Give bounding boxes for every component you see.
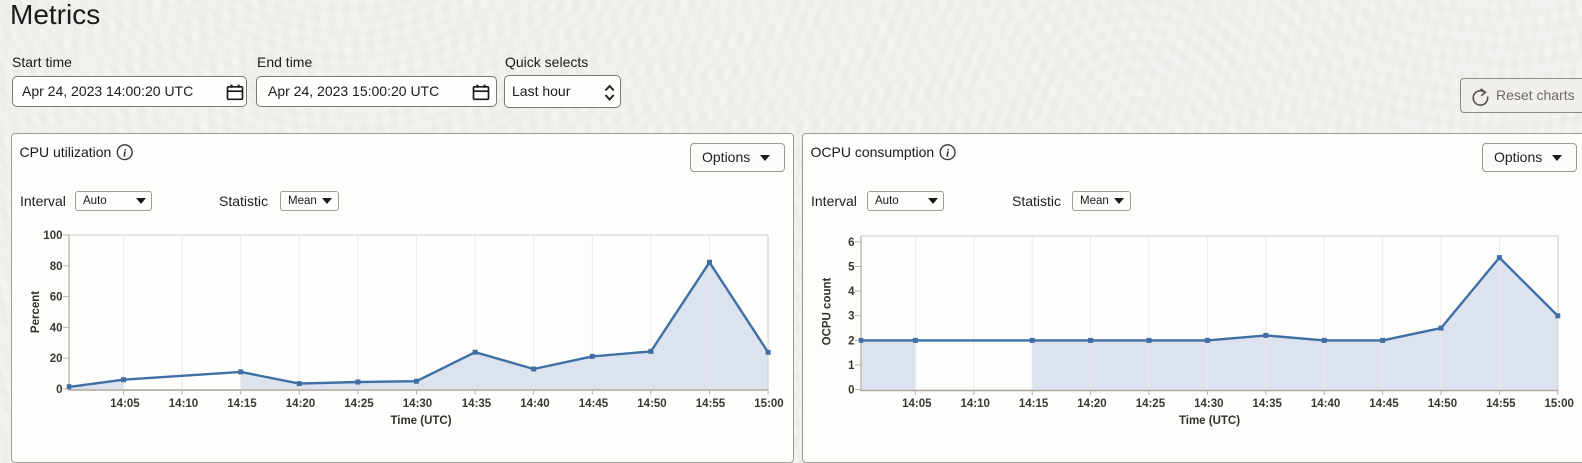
svg-text:Time (UTC): Time (UTC) bbox=[390, 415, 451, 427]
svg-text:3: 3 bbox=[848, 311, 854, 323]
svg-text:15:00: 15:00 bbox=[1544, 398, 1573, 410]
svg-text:40: 40 bbox=[50, 322, 63, 334]
svg-text:4: 4 bbox=[848, 286, 855, 298]
svg-text:14:55: 14:55 bbox=[696, 398, 726, 410]
svg-text:14:45: 14:45 bbox=[1369, 398, 1399, 410]
svg-text:0: 0 bbox=[56, 384, 62, 396]
svg-text:60: 60 bbox=[50, 292, 63, 304]
svg-text:14:40: 14:40 bbox=[1311, 398, 1340, 410]
svg-text:6: 6 bbox=[848, 237, 854, 249]
svg-text:14:30: 14:30 bbox=[1194, 398, 1223, 410]
svg-text:14:15: 14:15 bbox=[1019, 398, 1049, 410]
svg-text:14:20: 14:20 bbox=[286, 398, 315, 410]
svg-text:i: i bbox=[123, 148, 127, 160]
svg-text:14:30: 14:30 bbox=[403, 398, 432, 410]
svg-text:14:10: 14:10 bbox=[960, 398, 989, 410]
svg-text:14:20: 14:20 bbox=[1077, 398, 1106, 410]
svg-text:i: i bbox=[946, 148, 950, 160]
svg-text:OCPU count: OCPU count bbox=[822, 277, 834, 345]
svg-text:Time (UTC): Time (UTC) bbox=[1179, 415, 1240, 427]
svg-text:14:10: 14:10 bbox=[169, 398, 198, 410]
svg-text:14:25: 14:25 bbox=[344, 398, 374, 410]
svg-text:14:15: 14:15 bbox=[227, 398, 257, 410]
svg-text:15:00: 15:00 bbox=[754, 398, 783, 410]
svg-text:14:45: 14:45 bbox=[579, 398, 609, 410]
svg-text:14:05: 14:05 bbox=[902, 398, 932, 410]
svg-text:0: 0 bbox=[848, 385, 854, 397]
svg-text:14:35: 14:35 bbox=[462, 398, 492, 410]
svg-text:14:40: 14:40 bbox=[520, 398, 549, 410]
svg-text:1: 1 bbox=[848, 360, 855, 372]
svg-text:100: 100 bbox=[43, 230, 62, 242]
svg-text:14:05: 14:05 bbox=[110, 398, 140, 410]
svg-text:14:50: 14:50 bbox=[637, 398, 666, 410]
svg-text:14:50: 14:50 bbox=[1428, 398, 1457, 410]
svg-text:Percent: Percent bbox=[30, 291, 42, 333]
svg-text:5: 5 bbox=[848, 262, 855, 274]
svg-text:20: 20 bbox=[50, 353, 63, 365]
svg-text:14:25: 14:25 bbox=[1136, 398, 1166, 410]
svg-text:80: 80 bbox=[50, 261, 63, 273]
svg-text:14:35: 14:35 bbox=[1252, 398, 1282, 410]
svg-text:2: 2 bbox=[848, 335, 854, 347]
svg-text:14:55: 14:55 bbox=[1486, 398, 1516, 410]
